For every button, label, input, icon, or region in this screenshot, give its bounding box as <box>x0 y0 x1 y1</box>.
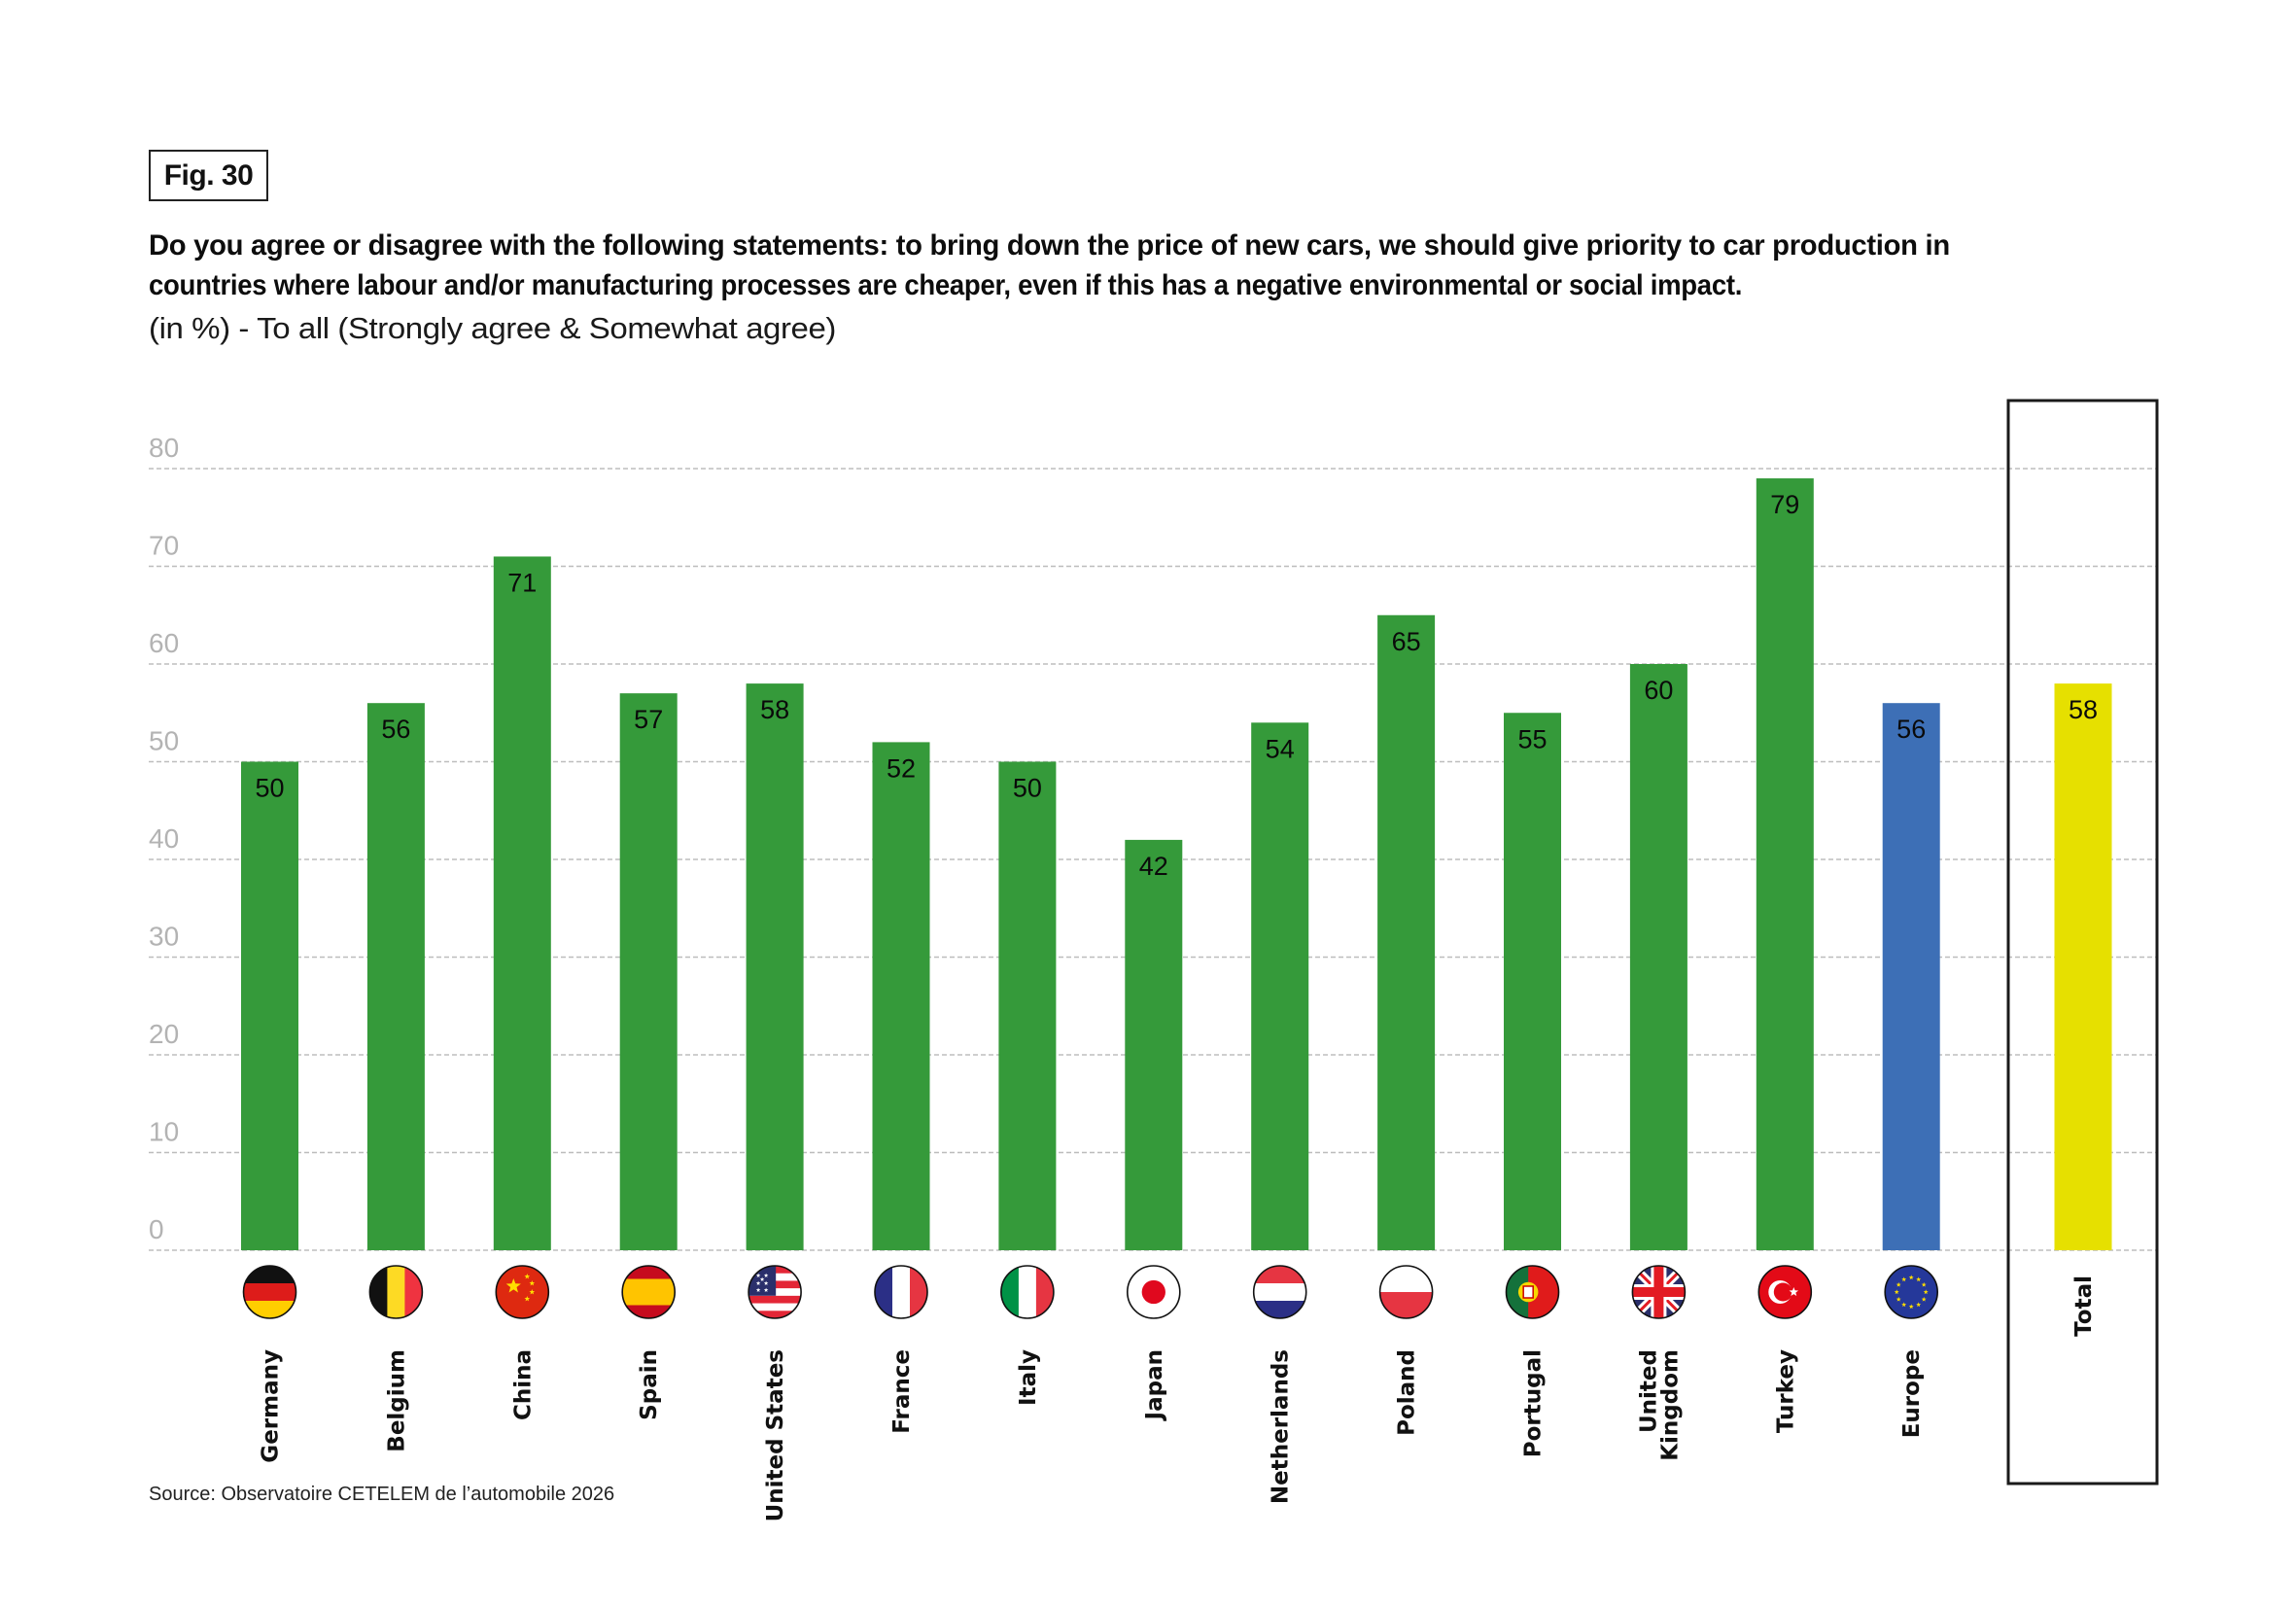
value-label-turkey: 79 <box>1770 490 1799 519</box>
value-labels: 50 56 71 57 58 52 50 42 54 65 55 60 79 56 58 <box>255 490 2098 881</box>
value-label-germany: 50 <box>255 774 284 803</box>
category-label-japan: Japan <box>1142 1349 1167 1421</box>
value-label-japan: 42 <box>1139 852 1168 881</box>
value-label-total: 58 <box>2069 695 2098 724</box>
bar-europe <box>1882 703 1940 1250</box>
category-label-text: United <box>1636 1349 1661 1433</box>
value-label-poland: 65 <box>1392 627 1421 656</box>
category-label-text: Total <box>2071 1276 2097 1337</box>
bar-portugal <box>1504 713 1561 1250</box>
chart-title-line-2: countries where labour and/or manufactur… <box>149 269 1743 301</box>
germany-flag-icon <box>242 1265 297 1319</box>
category-label-poland: Poland <box>1395 1349 1420 1436</box>
bars <box>241 478 2112 1250</box>
category-label-text: Turkey <box>1773 1349 1798 1433</box>
united-states-flag-icon <box>748 1265 802 1319</box>
category-label-text: Japan <box>1142 1349 1167 1421</box>
bar-japan <box>1125 839 1183 1250</box>
figure-number-label: Fig. 30 <box>149 150 268 201</box>
category-label-text: Portugal <box>1521 1349 1547 1457</box>
category-label-text: United States <box>763 1349 788 1521</box>
bar-spain <box>619 693 678 1250</box>
y-axis-tick-labels: 0 10 20 30 40 50 60 70 80 <box>149 433 179 1244</box>
bar-united-kingdom <box>1629 664 1687 1250</box>
y-tick-label-10: 10 <box>149 1117 179 1147</box>
category-label-text: China <box>510 1349 536 1420</box>
category-label-portugal: Portugal <box>1521 1349 1547 1457</box>
chart-subtitle: (in %) - To all (Strongly agree & Somewh… <box>149 311 836 345</box>
category-labels: Germany Belgium China Spain United States Fra… <box>259 1276 2098 1521</box>
source-note: Source: Observatoire CETELEM de l’automo… <box>149 1484 615 1505</box>
category-label-turkey: Turkey <box>1773 1349 1798 1433</box>
bar-united-states <box>746 683 804 1250</box>
portugal-flag-icon <box>1505 1265 1560 1319</box>
bar-netherlands <box>1251 722 1309 1250</box>
value-label-italy: 50 <box>1013 774 1042 803</box>
netherlands-flag-icon <box>1252 1265 1307 1319</box>
category-label-text: Poland <box>1395 1349 1420 1436</box>
category-label-text: France <box>889 1349 915 1434</box>
category-label-text: Belgium <box>384 1349 409 1452</box>
italy-flag-icon <box>1000 1265 1055 1319</box>
value-label-spain: 57 <box>634 705 663 734</box>
value-label-europe: 56 <box>1896 715 1926 744</box>
value-label-portugal: 55 <box>1517 724 1547 753</box>
belgium-flag-icon <box>368 1265 424 1319</box>
bar-france <box>872 742 930 1250</box>
spain-flag-icon <box>621 1265 677 1319</box>
category-label-text: Germany <box>259 1349 284 1463</box>
category-label-united-states: United States <box>763 1349 788 1521</box>
china-flag-icon <box>495 1265 550 1319</box>
japan-flag-icon <box>1127 1265 1181 1319</box>
category-label-text: Italy <box>1016 1349 1041 1406</box>
poland-flag-icon <box>1378 1265 1434 1319</box>
category-label-france: France <box>889 1349 915 1434</box>
y-tick-label-20: 20 <box>149 1019 179 1049</box>
category-label-germany: Germany <box>259 1349 284 1463</box>
category-label-text: Europe <box>1899 1349 1925 1438</box>
bar-belgium <box>366 703 425 1250</box>
y-tick-label-30: 30 <box>149 922 179 952</box>
europe-flag-icon <box>1884 1265 1938 1319</box>
y-tick-label-50: 50 <box>149 726 179 756</box>
y-tick-label-80: 80 <box>149 433 179 463</box>
value-label-united-states: 58 <box>760 695 789 724</box>
total-highlight-box <box>2006 399 2159 1486</box>
category-label-europe: Europe <box>1899 1349 1925 1438</box>
y-tick-label-0: 0 <box>149 1214 164 1244</box>
category-label-netherlands: Netherlands <box>1269 1349 1294 1504</box>
value-label-united-kingdom: 60 <box>1644 676 1673 705</box>
value-label-france: 52 <box>887 753 916 783</box>
category-label-spain: Spain <box>637 1349 662 1420</box>
bar-turkey <box>1756 478 1814 1250</box>
bar-italy <box>998 761 1057 1250</box>
value-label-belgium: 56 <box>381 715 410 744</box>
category-label-belgium: Belgium <box>384 1349 409 1452</box>
bar-china <box>493 556 551 1250</box>
y-tick-label-40: 40 <box>149 823 179 854</box>
bar-germany <box>241 761 298 1250</box>
value-label-china: 71 <box>507 568 537 597</box>
france-flag-icon <box>874 1265 928 1319</box>
turkey-flag-icon <box>1757 1265 1813 1319</box>
category-label-china: China <box>510 1349 536 1420</box>
y-tick-label-70: 70 <box>149 531 179 561</box>
bar-poland <box>1377 614 1436 1250</box>
y-tick-label-60: 60 <box>149 628 179 658</box>
bar-total <box>2054 683 2112 1250</box>
value-label-netherlands: 54 <box>1266 734 1295 763</box>
category-label-text: Netherlands <box>1269 1349 1294 1504</box>
chart-title-line-1: Do you agree or disagree with the follow… <box>149 229 1950 262</box>
category-label-text: Kingdom <box>1657 1349 1683 1461</box>
category-label-text: Spain <box>637 1349 662 1420</box>
united-kingdom-flag-icon <box>1631 1265 1687 1319</box>
category-label-total: Total <box>2071 1276 2097 1337</box>
flags <box>242 1265 1938 1319</box>
category-label-italy: Italy <box>1016 1349 1041 1406</box>
chart-title: Do you agree or disagree with the follow… <box>149 226 2171 305</box>
